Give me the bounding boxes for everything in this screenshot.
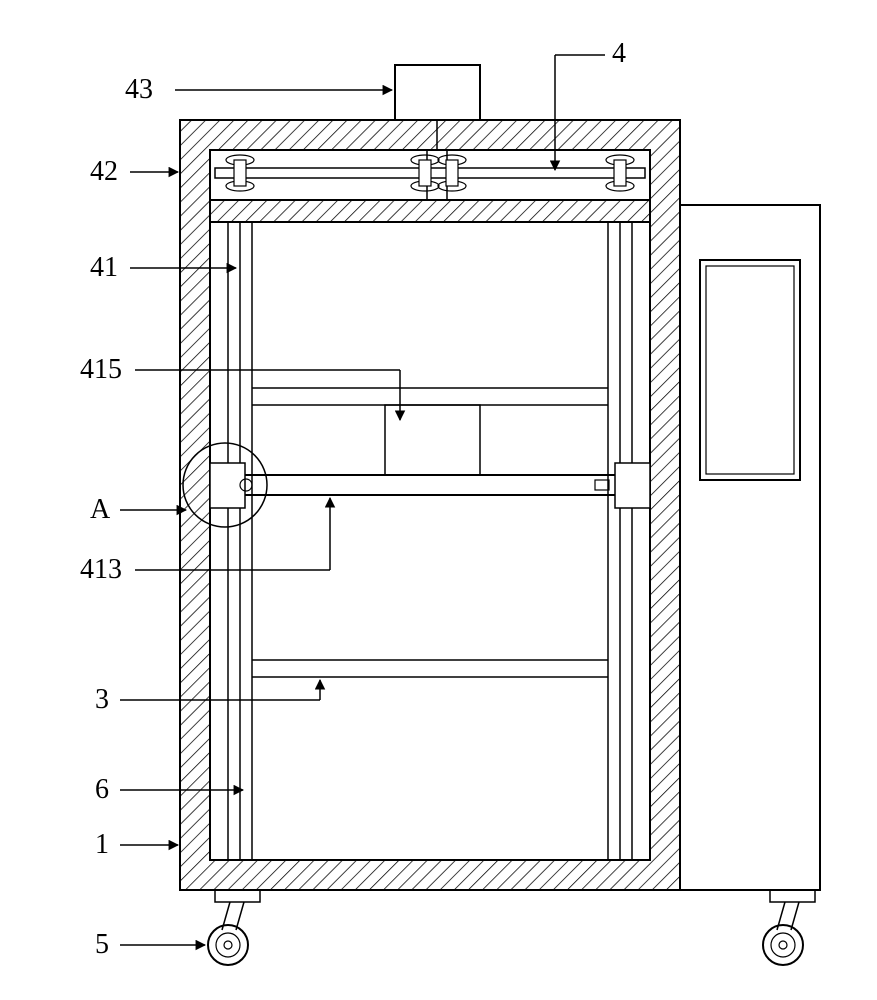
label-1: 1 [95,829,109,860]
top-rail [215,155,645,191]
inner-ceiling-plate [210,200,650,222]
label-3: 3 [95,684,109,715]
caster-right [763,890,815,965]
caster-left [208,890,260,965]
label-415: 415 [80,354,122,385]
label-413: 413 [80,554,122,585]
label-6: 6 [95,774,109,805]
cabinet-outer-wall [180,120,680,890]
lower-shelf [252,660,608,677]
label-42: 42 [90,156,118,187]
label-41: 41 [90,252,118,283]
label-4: 4 [612,38,626,69]
label-A: A [90,494,111,525]
vertical-rails [228,222,632,860]
motor-box [395,65,480,120]
label-43: 43 [125,74,153,105]
label-5: 5 [95,929,109,960]
control-panel [680,205,820,890]
carriage-bar [210,463,650,508]
labels: 43 42 41 415 A 413 3 6 1 5 4 [80,38,626,960]
upper-shelf [252,388,608,475]
patent-figure: 43 42 41 415 A 413 3 6 1 5 4 [0,0,877,1000]
